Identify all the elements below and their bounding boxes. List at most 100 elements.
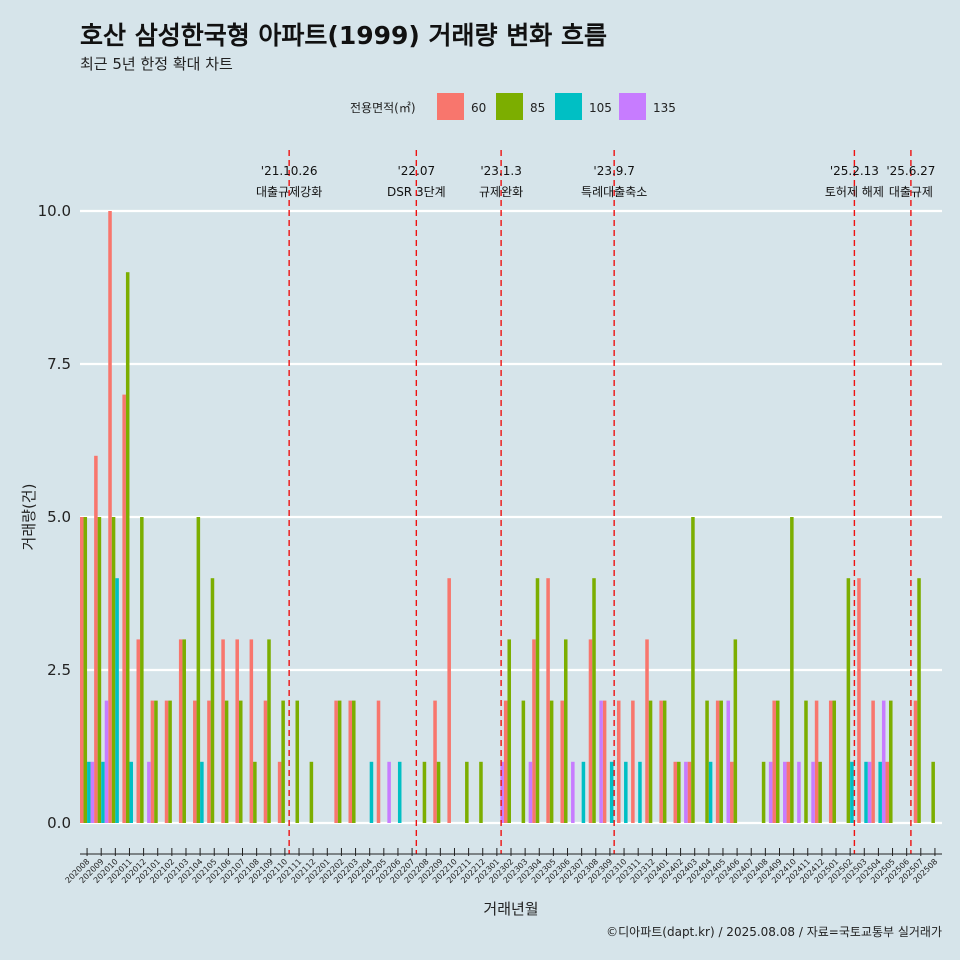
y-tick-label: 7.5: [47, 355, 71, 373]
bar-135-202008: [90, 761, 95, 823]
bar-60-202310: [616, 700, 621, 823]
event-markers: '21.10.26 대출규제강화 '22.07 DSR 3단계 '23.1.3 규제완화 '…: [256, 150, 935, 854]
bar-85-202410: [790, 517, 794, 823]
bar-60-202312: [645, 639, 649, 823]
bar-85-202306: [563, 639, 568, 823]
event-date: '23.9.7: [593, 164, 634, 178]
bar-85-202102: [168, 700, 172, 823]
bar-85-202405: [719, 700, 723, 823]
legend-key-105: [555, 93, 582, 120]
bar-85-202501: [832, 700, 837, 823]
chart-subtitle: 최근 5년 한정 확대 차트: [80, 55, 233, 73]
bar-60-202203: [348, 700, 353, 823]
legend-title: 전용면적(㎡): [350, 101, 416, 115]
bar-85-202106: [224, 700, 229, 823]
bar-105-202008: [87, 761, 91, 823]
legend-label: 85: [530, 101, 545, 115]
bar-60-202209: [433, 700, 437, 823]
bar-60-202210: [447, 578, 451, 823]
bar-135-202408: [768, 761, 773, 823]
bar-85-202107: [238, 700, 243, 823]
bar-85-202211: [465, 761, 469, 823]
bar-60-202011: [122, 394, 126, 823]
bar-105-202404: [708, 761, 713, 823]
bar-85-202505: [889, 700, 893, 823]
bar-60-202110: [277, 761, 282, 823]
bar-60-202504: [871, 700, 875, 823]
bar-85-202103: [182, 639, 186, 823]
caption: ©디아파트(dapt.kr) / 2025.08.08 / 자료=국토교통부 실…: [606, 925, 942, 939]
bar-85-202108: [253, 761, 257, 823]
bar-85-202111: [295, 700, 300, 823]
legend-label: 60: [471, 101, 486, 115]
bar-105-202009: [101, 761, 105, 823]
bar-85-202312: [648, 700, 653, 823]
bar-60-202309: [602, 700, 607, 823]
event-label: DSR 3단계: [387, 185, 446, 199]
bar-60-202304: [532, 639, 536, 823]
legend: 전용면적(㎡) 60 85 105 135: [350, 93, 676, 120]
bars: [80, 211, 935, 823]
bar-105-202502: [850, 761, 854, 823]
bar-85-202110: [281, 700, 285, 823]
bar-60-202106: [221, 639, 225, 823]
bar-135-202306: [571, 761, 575, 823]
event-date: '21.10.26: [261, 164, 318, 178]
bar-135-202308: [599, 700, 603, 823]
bar-60-202412: [814, 700, 819, 823]
bar-85-202406: [733, 639, 738, 823]
x-axis: 2020082020092020102020112020122021012021…: [64, 848, 942, 885]
bar-60-202102: [164, 700, 169, 823]
bar-60-202012: [136, 639, 141, 823]
bar-60-202105: [207, 700, 211, 823]
event-date: '22.07: [397, 164, 435, 178]
y-axis-label: 거래량(건): [20, 484, 38, 551]
legend-label: 105: [589, 101, 612, 115]
bar-60-202505: [885, 761, 890, 823]
bar-60-202405: [715, 700, 720, 823]
bar-135-202009: [104, 700, 109, 823]
bar-85-202308: [592, 578, 596, 823]
bar-85-202212: [479, 761, 483, 823]
bar-105-202309: [609, 761, 614, 823]
bar-85-202203: [352, 700, 356, 823]
bar-60-202109: [263, 700, 268, 823]
bar-135-202504: [881, 700, 886, 823]
bar-85-202403: [691, 517, 695, 823]
bar-60-202107: [235, 639, 239, 823]
bar-105-202310: [624, 761, 628, 823]
bar-60-202202: [334, 700, 338, 823]
bar-60-202104: [193, 700, 197, 823]
bar-60-202403: [687, 761, 692, 823]
bar-60-202306: [560, 700, 564, 823]
event-label: 특례대출축소: [581, 185, 647, 199]
bar-105-202010: [115, 578, 119, 823]
legend-key-135: [619, 93, 646, 120]
bar-105-202503: [864, 761, 868, 823]
bar-85-202404: [705, 700, 709, 823]
bar-85-202409: [775, 700, 780, 823]
bar-85-202101: [154, 700, 158, 823]
y-tick-label: 2.5: [47, 661, 71, 679]
bar-85-202302: [507, 639, 511, 823]
bar-60-202308: [588, 639, 593, 823]
y-tick-label: 5.0: [47, 508, 71, 526]
event-label: 규제완화: [479, 185, 523, 199]
bar-135-202402: [684, 761, 688, 823]
event-label: 대출규제: [889, 185, 933, 199]
bar-60-202507: [913, 700, 918, 823]
bar-85-202011: [125, 272, 130, 823]
bar-60-202302: [503, 700, 508, 823]
bar-85-202402: [677, 761, 681, 823]
x-axis-label: 거래년월: [483, 900, 538, 918]
legend-key-85: [496, 93, 523, 120]
bar-60-202010: [108, 211, 112, 823]
legend-label: 135: [653, 101, 676, 115]
bar-85-202012: [140, 517, 144, 823]
event-date: '25.6.27: [886, 164, 935, 178]
bar-60-202410: [786, 761, 791, 823]
bar-60-202406: [730, 761, 734, 823]
bar-85-202502: [846, 578, 851, 823]
